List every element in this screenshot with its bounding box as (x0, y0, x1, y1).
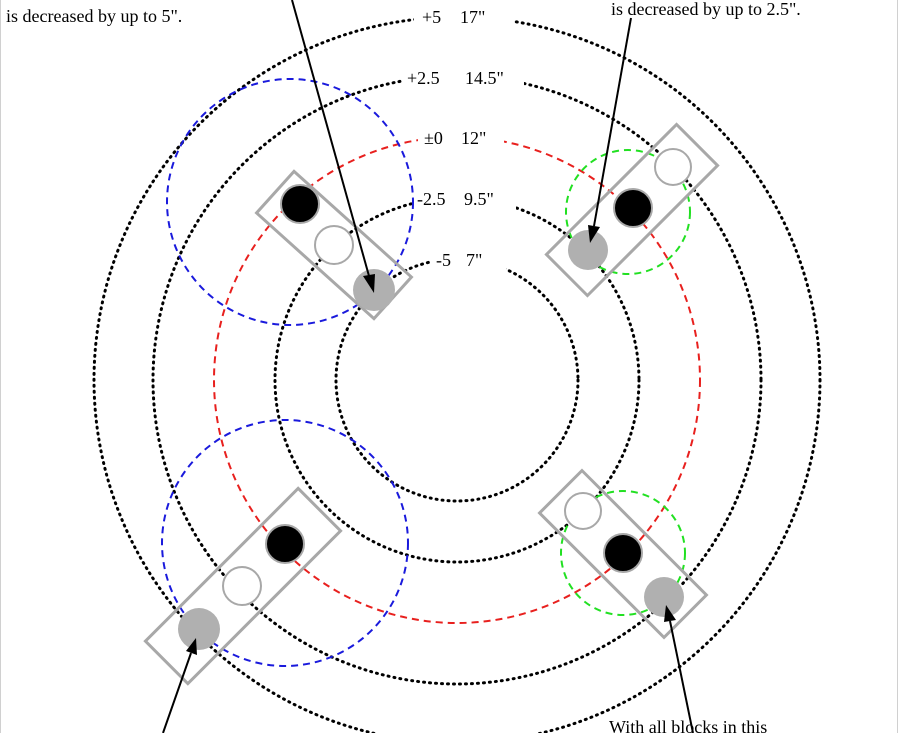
arrowhead-top-right (588, 225, 600, 243)
hole-empty (314, 225, 354, 265)
arrowhead-bottom-left (186, 638, 197, 655)
annotation-bottom-right: With all blocks in this (609, 717, 767, 733)
block-top-right (544, 122, 720, 298)
hole-filled (265, 524, 305, 564)
ring-offset-zero: ±0 (424, 128, 443, 148)
hole-empty (564, 492, 602, 530)
ring-size-minus5: 7" (466, 250, 482, 270)
block-top-left (166, 78, 414, 326)
hole-filled (280, 184, 320, 224)
block-bottom-left (143, 419, 409, 686)
ring-size-zero: 12" (461, 128, 486, 148)
green-reach-circle-top (565, 149, 691, 275)
adapter-block-bottom-left (143, 486, 343, 686)
block-bottom-right (537, 468, 709, 640)
ring-label-bg-plus2-5 (402, 65, 524, 89)
hole-shifted (644, 577, 684, 617)
adapter-block-top-right (544, 122, 720, 298)
arrow-top-left (291, 0, 370, 277)
ring-label-bg-plus5 (414, 4, 514, 28)
ring-offset-minus5: -5 (436, 250, 451, 270)
ring-plus2-5 (151, 74, 763, 686)
hole-filled (613, 188, 653, 228)
ring-label-bg-minus5 (430, 247, 506, 271)
ring-size-plus5: 17" (460, 7, 485, 27)
arrowhead-bottom-right (664, 605, 676, 622)
arrow-bottom-left (162, 652, 192, 734)
annotation-top-left: is decreased by up to 5". (6, 6, 182, 26)
ring-label-bg-minus2-5 (412, 186, 516, 210)
hole-shifted (178, 608, 220, 650)
blue-reach-circle-top (166, 78, 414, 326)
hole-empty (222, 566, 262, 606)
ring-label-bg-zero (418, 125, 504, 149)
ring-size-minus2-5: 9.5" (464, 189, 494, 209)
arrow-top-right (593, 17, 632, 227)
annotation-arrows (162, 0, 694, 734)
adapter-block-bottom-right (537, 468, 709, 640)
arrowhead-top-left (363, 274, 375, 293)
ring-offset-plus2-5: +2.5 (407, 68, 440, 88)
annotation-top-right: is decreased by up to 2.5". (611, 0, 801, 19)
green-reach-circle-bottom (560, 490, 686, 616)
ring-offset-minus2-5: -2.5 (417, 189, 446, 209)
ring-offset-plus5: +5 (422, 7, 441, 27)
hole-empty (654, 148, 692, 186)
ring-size-plus2-5: 14.5" (465, 68, 504, 88)
hole-shifted (568, 230, 608, 270)
arrow-bottom-right (669, 620, 694, 734)
blue-reach-circle-bottom (161, 419, 409, 667)
hole-filled (603, 533, 643, 573)
